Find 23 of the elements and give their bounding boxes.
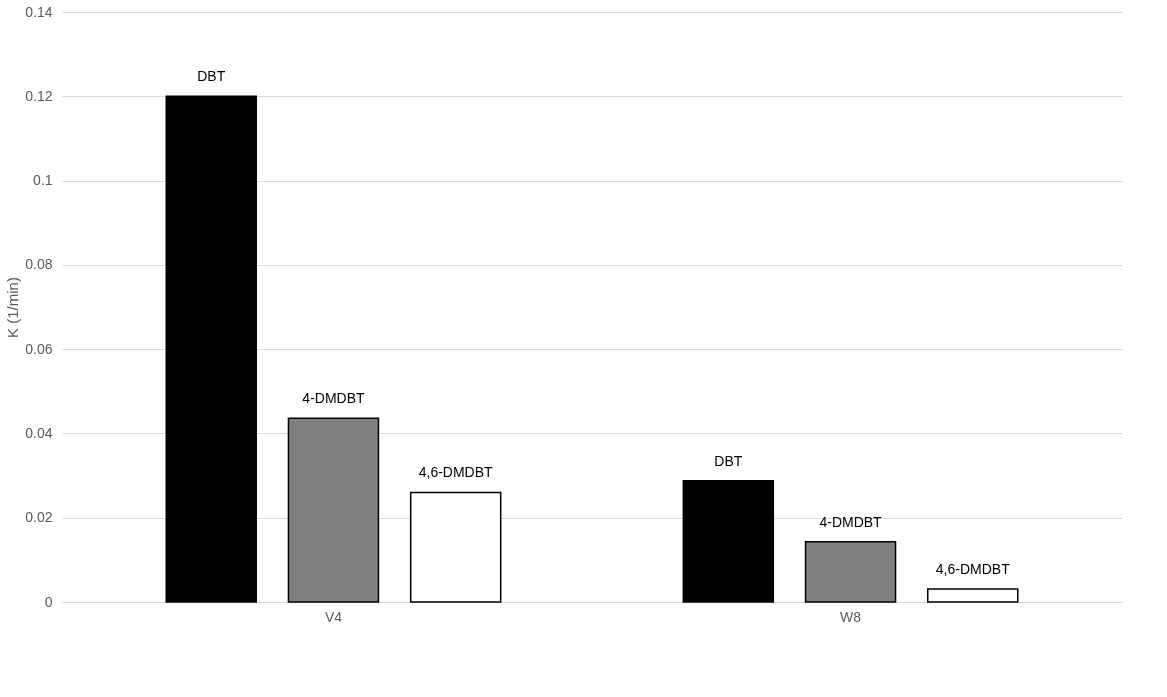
y-tick-label: 0 [44,593,53,610]
y-tick-label: 0.1 [33,172,53,189]
bar [165,95,257,603]
series-label: 4-DMDBT [302,390,366,407]
bar [804,540,897,603]
bar [682,479,775,603]
series-label: DBT [197,68,226,85]
y-tick-label: 0.06 [25,340,53,357]
x-tick-label: W8 [840,608,862,625]
text: 4-DMDBT [819,513,882,530]
y-tick-label: 0.12 [25,87,53,104]
y-tick-label: 0.08 [25,256,53,273]
series-label: 4,6-DMDBT [418,464,494,481]
text: 4,6-DMDBT [935,560,1010,577]
x-tick-label: V4 [324,608,343,625]
bar [409,491,502,603]
y-tick-label: 0.02 [25,509,53,526]
bar [287,417,380,603]
text: DBT [714,452,743,469]
y-tick-label: 0.14 [25,3,53,20]
bar [927,588,1019,603]
y-axis-title: K (1/min) [4,277,22,338]
y-tick-label: 0.04 [25,424,53,441]
